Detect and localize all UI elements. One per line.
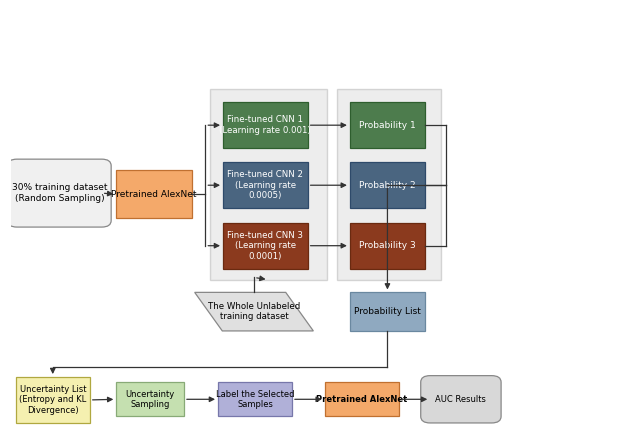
FancyBboxPatch shape bbox=[350, 162, 425, 208]
FancyBboxPatch shape bbox=[223, 102, 308, 148]
FancyBboxPatch shape bbox=[337, 89, 441, 280]
Text: Probability 3: Probability 3 bbox=[359, 241, 416, 250]
FancyBboxPatch shape bbox=[350, 223, 425, 269]
FancyBboxPatch shape bbox=[223, 223, 308, 269]
Text: Probability 2: Probability 2 bbox=[359, 181, 416, 190]
FancyBboxPatch shape bbox=[8, 159, 111, 227]
Text: Pretrained AlexNet: Pretrained AlexNet bbox=[316, 395, 407, 404]
Text: Uncertainty
Sampling: Uncertainty Sampling bbox=[125, 389, 175, 409]
FancyBboxPatch shape bbox=[211, 89, 326, 280]
FancyBboxPatch shape bbox=[350, 292, 425, 331]
Text: Probability 1: Probability 1 bbox=[359, 121, 416, 130]
Text: Probability List: Probability List bbox=[354, 307, 421, 316]
FancyBboxPatch shape bbox=[116, 382, 184, 416]
FancyBboxPatch shape bbox=[223, 162, 308, 208]
Text: The Whole Unlabeled
training dataset: The Whole Unlabeled training dataset bbox=[208, 302, 300, 321]
Polygon shape bbox=[195, 292, 314, 331]
Text: AUC Results: AUC Results bbox=[435, 395, 486, 404]
FancyBboxPatch shape bbox=[350, 102, 425, 148]
FancyBboxPatch shape bbox=[16, 377, 90, 423]
FancyBboxPatch shape bbox=[324, 382, 399, 416]
FancyBboxPatch shape bbox=[218, 382, 292, 416]
Text: Fine-tuned CNN 3
(Learning rate
0.0001): Fine-tuned CNN 3 (Learning rate 0.0001) bbox=[227, 231, 303, 261]
Text: Uncertainty List
(Entropy and KL
Divergence): Uncertainty List (Entropy and KL Diverge… bbox=[19, 385, 86, 415]
Text: Fine-tuned CNN 2
(Learning rate
0.0005): Fine-tuned CNN 2 (Learning rate 0.0005) bbox=[227, 170, 303, 200]
FancyBboxPatch shape bbox=[420, 376, 501, 423]
Text: Fine-tuned CNN 1
(Learning rate 0.001): Fine-tuned CNN 1 (Learning rate 0.001) bbox=[220, 116, 311, 135]
Text: Label the Selected
Samples: Label the Selected Samples bbox=[216, 389, 294, 409]
Text: Pretrained AlexNet: Pretrained AlexNet bbox=[111, 190, 196, 199]
FancyBboxPatch shape bbox=[116, 170, 191, 218]
Text: 30% training dataset
(Random Sampling): 30% training dataset (Random Sampling) bbox=[12, 183, 107, 203]
